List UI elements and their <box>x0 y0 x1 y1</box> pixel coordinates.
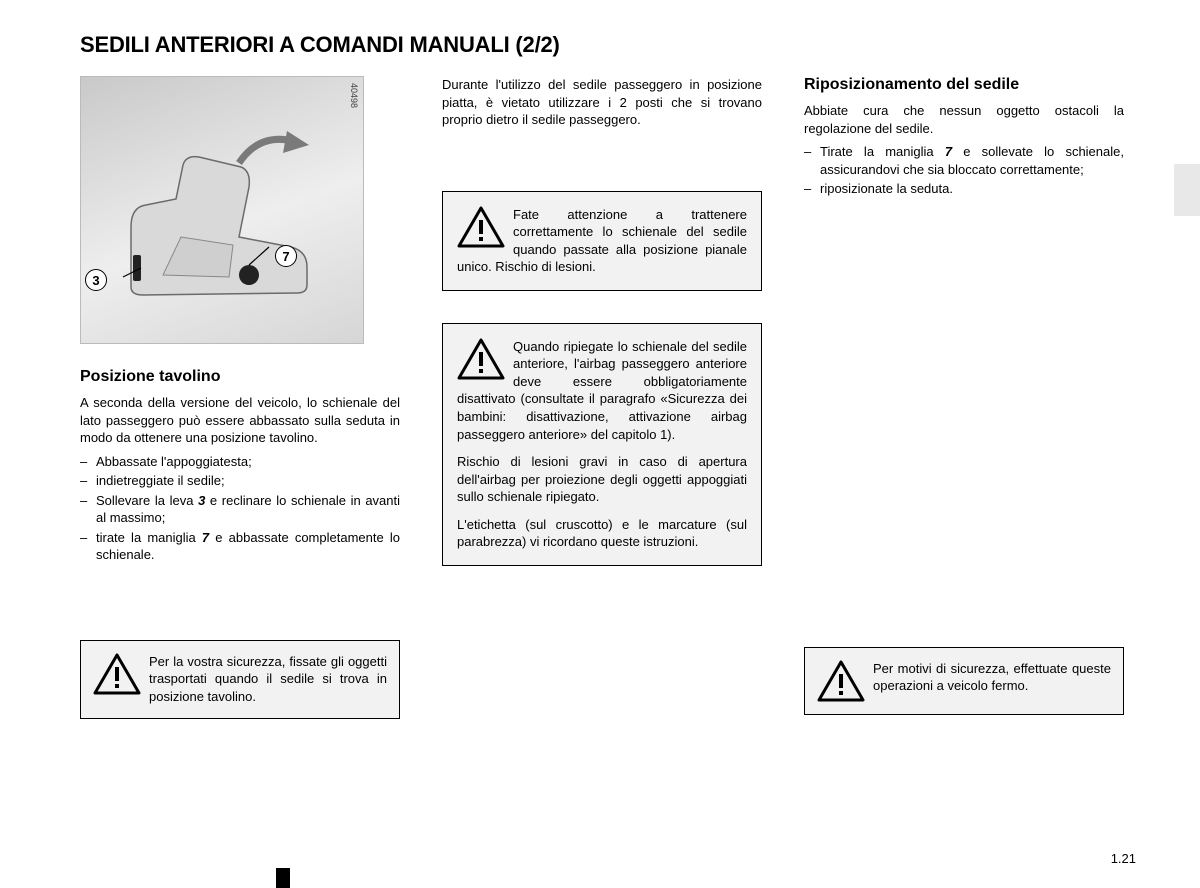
warning-icon <box>457 338 505 380</box>
heading-riposizionamento: Riposizionamento del sedile <box>804 76 1124 94</box>
list-item: tirate la maniglia 7 e abbassate complet… <box>96 529 400 564</box>
list-col1: Abbassate l'appoggiatesta; indietreggiat… <box>80 453 400 566</box>
callout-3: 3 <box>85 269 107 291</box>
intro-col1: A seconda della versione del veicolo, lo… <box>80 394 400 447</box>
warning-box-col2-1: Fate attenzione a trattenere correttamen… <box>442 191 762 291</box>
warning-icon <box>817 660 865 702</box>
page-number: 1.21 <box>1111 851 1136 866</box>
heading-posizione-tavolino: Posizione tavolino <box>80 368 400 386</box>
warning-icon <box>457 206 505 248</box>
callout-7: 7 <box>275 245 297 267</box>
warning-box-col3: Per motivi di sicurezza, effettuate ques… <box>804 647 1124 715</box>
col2-top-paragraph: Durante l'utilizzo del sedile passeggero… <box>442 76 762 129</box>
list-item: Tirate la maniglia 7 e sollevate lo schi… <box>820 143 1124 178</box>
list-item: indietreggiate il sedile; <box>96 472 400 490</box>
column-middle: Durante l'utilizzo del sedile passeggero… <box>442 76 762 719</box>
column-left: 40498 3 7 Posizione tavolino A seconda d… <box>80 76 400 719</box>
warning-text: L'etichetta (sul cruscotto) e le marcatu… <box>457 516 747 551</box>
columns: 40498 3 7 Posizione tavolino A seconda d… <box>80 76 1144 719</box>
seat-figure: 40498 3 7 <box>80 76 364 344</box>
side-tab <box>1174 164 1200 216</box>
fold-arrow-icon <box>231 127 321 187</box>
list-item: Sollevare la leva 3 e reclinare lo schie… <box>96 492 400 527</box>
intro-col3: Abbiate cura che nessun oggetto ostacoli… <box>804 102 1124 137</box>
figure-image-number: 40498 <box>349 83 359 108</box>
page-title: SEDILI ANTERIORI A COMANDI MANUALI (2/2) <box>80 32 1144 58</box>
list-col3: Tirate la maniglia 7 e sollevate lo schi… <box>804 143 1124 200</box>
list-item: Abbassate l'appoggiatesta; <box>96 453 400 471</box>
column-right: Riposizionamento del sedile Abbiate cura… <box>804 76 1124 719</box>
bottom-tab <box>276 868 290 888</box>
list-item: riposizionate la seduta. <box>820 180 1124 198</box>
warning-icon <box>93 653 141 695</box>
warning-text: Rischio di lesioni gravi in caso di aper… <box>457 453 747 506</box>
warning-box-col1: Per la vostra sicurezza, fissate gli ogg… <box>80 640 400 719</box>
warning-box-col2-2: Quando ripiegate lo schienale del sedile… <box>442 323 762 566</box>
